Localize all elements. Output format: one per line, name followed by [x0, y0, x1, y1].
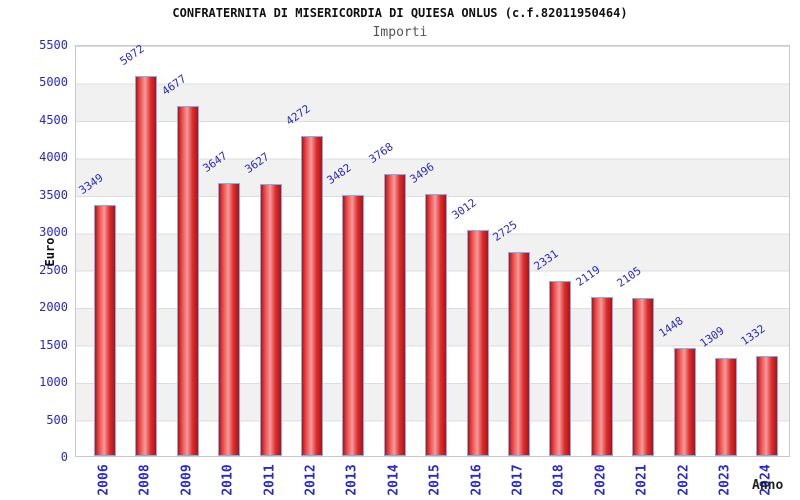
- bar: [259, 184, 282, 456]
- x-tick-label: 2020: [593, 464, 609, 496]
- bar: [756, 356, 779, 456]
- x-tick-label: 2022: [676, 464, 692, 496]
- chart-subtitle: Importi: [372, 25, 428, 40]
- x-tick-label: 2021: [634, 464, 650, 496]
- bar: [673, 348, 696, 456]
- chart-title: CONFRATERNITA DI MISERICORDIA DI QUIESA …: [172, 6, 628, 20]
- x-tick-label: 2023: [717, 464, 733, 496]
- y-tick-label: 2000: [39, 300, 68, 315]
- y-tick-label: 4500: [39, 112, 68, 127]
- x-tick-label: 2006: [96, 464, 112, 496]
- x-tick-label: 2008: [137, 464, 153, 496]
- bar: [176, 106, 199, 456]
- x-tick-label: 2009: [179, 464, 195, 496]
- plot-area: [75, 45, 790, 457]
- bar: [383, 174, 406, 456]
- bar: [466, 230, 489, 456]
- bar: [549, 281, 572, 456]
- y-tick-label: 1000: [39, 375, 68, 390]
- bar: [342, 195, 365, 456]
- y-tick-label: 0: [60, 450, 68, 464]
- bar: [218, 183, 241, 456]
- y-tick-label: 3500: [39, 187, 68, 202]
- x-tick-label: 2013: [344, 464, 360, 496]
- x-tick-label: 2014: [386, 464, 402, 496]
- x-tick-label: 2015: [427, 464, 443, 496]
- x-tick-label: 2018: [551, 464, 567, 496]
- bar: [715, 358, 737, 456]
- y-tick-label: 5000: [39, 75, 68, 90]
- x-tick-label: 2012: [303, 464, 319, 496]
- bar: [425, 194, 448, 456]
- y-tick-label: 4000: [39, 150, 68, 165]
- bar: [94, 205, 116, 456]
- x-tick-label: 2016: [469, 464, 485, 496]
- bar: [135, 76, 158, 456]
- bar: [301, 136, 323, 456]
- bar: [590, 297, 613, 456]
- y-tick-label: 5500: [39, 38, 68, 52]
- y-tick-label: 1500: [39, 337, 68, 352]
- x-tick-label: 2017: [510, 464, 526, 496]
- bar: [508, 252, 530, 456]
- y-tick-label: 500: [46, 412, 68, 427]
- y-tick-label: 2500: [39, 262, 68, 277]
- x-tick-label: 2011: [262, 464, 278, 496]
- y-tick-label: 3000: [39, 225, 68, 240]
- x-axis-title: Anno: [752, 478, 784, 493]
- x-tick-label: 2010: [220, 464, 236, 496]
- bar: [632, 298, 655, 456]
